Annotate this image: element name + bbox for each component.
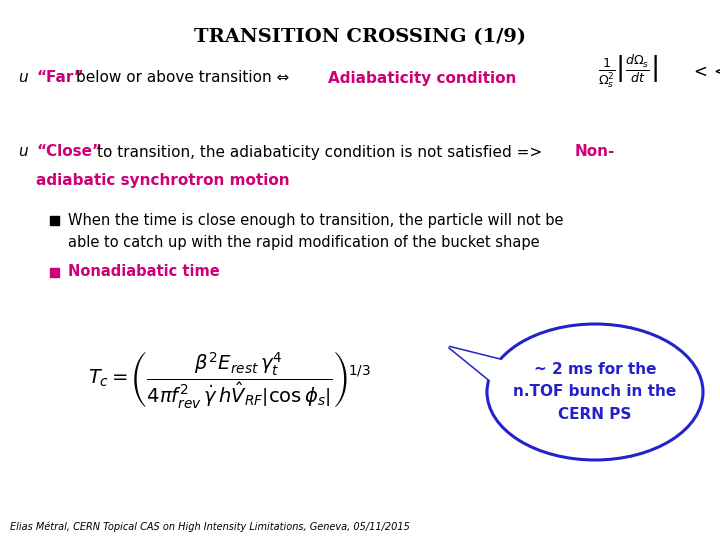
FancyBboxPatch shape <box>50 268 59 277</box>
Text: TRANSITION CROSSING (1/9): TRANSITION CROSSING (1/9) <box>194 28 526 46</box>
Text: adiabatic synchrotron motion: adiabatic synchrotron motion <box>36 172 289 187</box>
Text: “Far”: “Far” <box>36 71 84 85</box>
Text: $<<1$: $<<1$ <box>690 63 720 81</box>
Text: Nonadiabatic time: Nonadiabatic time <box>68 265 220 280</box>
Text: $T_c = \left( \dfrac{\beta^2 E_{rest}\, \gamma_t^4}{4\pi f_{rev}^2\, \dot{\gamma: $T_c = \left( \dfrac{\beta^2 E_{rest}\, … <box>89 349 372 410</box>
Text: ~ 2 ms for the
n.TOF bunch in the
CERN PS: ~ 2 ms for the n.TOF bunch in the CERN P… <box>513 362 677 422</box>
Text: to transition, the adiabaticity condition is not satisfied =>: to transition, the adiabaticity conditio… <box>97 145 542 159</box>
Ellipse shape <box>487 324 703 460</box>
Text: “Close”: “Close” <box>36 145 102 159</box>
Text: u: u <box>18 71 27 85</box>
FancyBboxPatch shape <box>50 216 59 225</box>
Polygon shape <box>449 347 509 382</box>
Text: Adiabaticity condition: Adiabaticity condition <box>328 71 516 85</box>
Text: Elias Métral, CERN Topical CAS on High Intensity Limitations, Geneva, 05/11/2015: Elias Métral, CERN Topical CAS on High I… <box>10 522 410 532</box>
Text: When the time is close enough to transition, the particle will not be: When the time is close enough to transit… <box>68 213 564 227</box>
Text: Non-: Non- <box>575 145 616 159</box>
Text: below or above transition ⇔: below or above transition ⇔ <box>76 71 289 85</box>
Text: $\frac{1}{\Omega_s^2}\left|\frac{d\Omega_s}{dt}\right|$: $\frac{1}{\Omega_s^2}\left|\frac{d\Omega… <box>598 53 658 90</box>
Text: able to catch up with the rapid modification of the bucket shape: able to catch up with the rapid modifica… <box>68 234 539 249</box>
Polygon shape <box>449 347 509 382</box>
Text: u: u <box>18 145 27 159</box>
